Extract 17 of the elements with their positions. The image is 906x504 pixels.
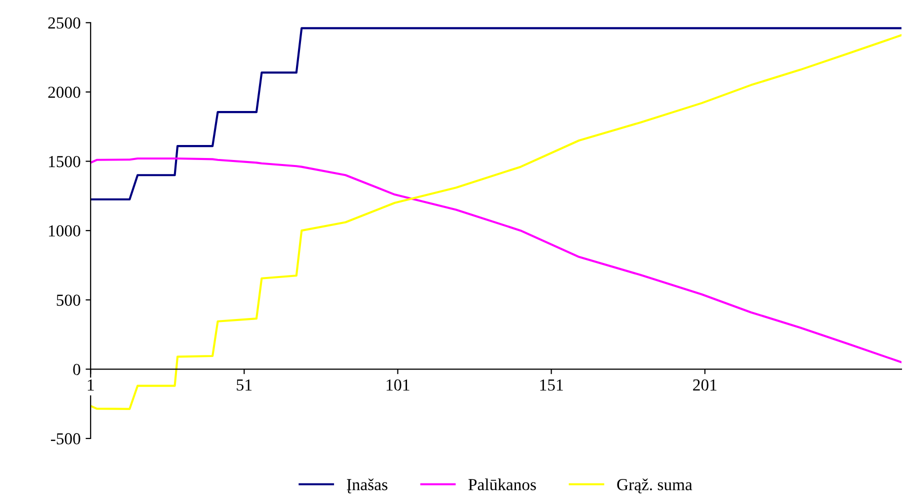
y-tick-label: 0 [73, 364, 80, 376]
x-tick-label: 1 [88, 379, 94, 390]
y-tick-label: -500 [50, 433, 80, 444]
legend-label: Palūkanos [468, 478, 536, 490]
y-tick-label: 1500 [49, 156, 80, 168]
x-tick-label: 101 [386, 379, 410, 391]
x-tick-label: 151 [540, 379, 563, 391]
y-tick-label: 1000 [49, 225, 80, 237]
y-tick-label: 2000 [48, 86, 80, 98]
y-tick-label: 2500 [48, 17, 80, 29]
legend-label: Įnašas [346, 478, 388, 494]
x-tick-label: 51 [236, 379, 252, 391]
line-series [90, 27, 902, 200]
y-tick-label: 500 [56, 294, 80, 306]
x-tick-label: 201 [693, 379, 716, 391]
line-series [90, 157, 902, 364]
legend-label: Grąž. suma [617, 478, 692, 494]
